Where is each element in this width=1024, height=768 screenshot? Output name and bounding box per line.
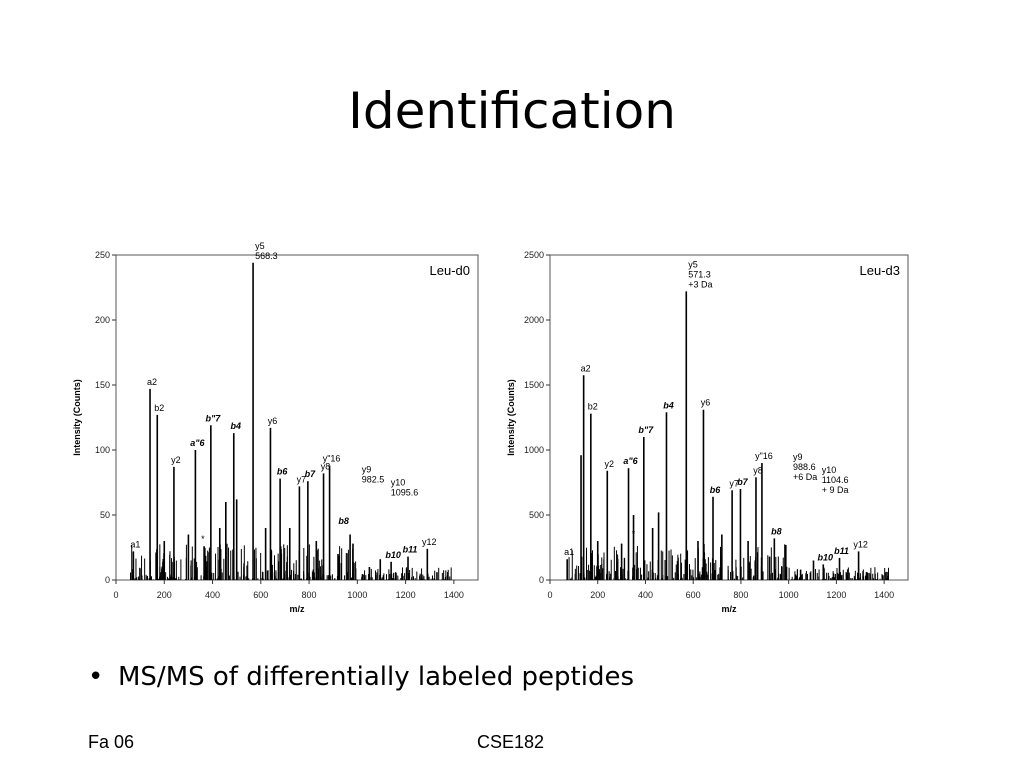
peak-label: b8: [771, 526, 782, 536]
peak-label: b"7: [205, 413, 221, 423]
peak-label: y6: [701, 398, 711, 408]
spectrum-chart-leu-d3: 0 500 1000 1500 2000 2500 0 200 400 600 800 1000 120…: [500, 245, 920, 620]
x-axis-label: m/z: [721, 604, 737, 614]
peak-label: *: [632, 529, 636, 539]
x-tick-label: 200: [590, 590, 605, 600]
peak-label: a1: [564, 547, 574, 557]
y-tick-label: 1500: [524, 380, 544, 390]
peak-label: + 9 Da: [822, 485, 849, 495]
x-tick-label: 1000: [347, 590, 367, 600]
x-tick-label: 1400: [874, 590, 894, 600]
y-tick-label: 500: [529, 510, 544, 520]
footer-left: Fa 06: [88, 732, 135, 752]
slide-title: Identification: [348, 82, 676, 140]
peak-label: a2: [147, 377, 157, 387]
x-tick-label: 400: [205, 590, 220, 600]
x-tick-label: 600: [253, 590, 268, 600]
spectrum-chart-leu-d0: 0 50 100 150 200 250 0 200 400 600 800 1000 1200 1400…: [68, 241, 488, 620]
y-tick-label: 2000: [524, 315, 544, 325]
y-tick-label: 0: [539, 575, 544, 585]
y-tick-label: 50: [100, 510, 110, 520]
peak-label: y12: [853, 539, 868, 549]
peak-label: y2: [171, 455, 181, 465]
peak-label: b6: [710, 485, 721, 495]
x-tick-label: 0: [113, 590, 118, 600]
x-tick-label: 1000: [779, 590, 799, 600]
peak-label: y"16: [323, 454, 341, 464]
y-tick-label: 1000: [524, 445, 544, 455]
peak-label: 988.6: [793, 462, 816, 472]
plot-frame: [115, 254, 479, 581]
x-tick-label: 600: [686, 590, 701, 600]
plot-frame: [549, 254, 909, 581]
peak-label: y10: [822, 465, 837, 475]
peak-label: y8: [753, 465, 763, 475]
x-tick-label: 800: [302, 590, 317, 600]
peak-label: b2: [154, 403, 164, 413]
bullet-text: MS/MS of differentially labeled peptides: [118, 662, 635, 692]
footer-center: CSE182: [477, 732, 545, 752]
peak-label: 568.3: [255, 251, 278, 261]
peak-label: y2: [605, 459, 615, 469]
x-tick-label: 1400: [444, 590, 464, 600]
y-tick-label: 100: [95, 445, 110, 455]
chart-svg: 0 50 100 150 200 250 0 200 400 600 800 1000 1200 1400…: [72, 241, 479, 614]
peak-label: b6: [277, 467, 288, 477]
x-tick-label: 800: [733, 590, 748, 600]
peak-label: y12: [422, 537, 437, 547]
peak-label: y9: [793, 452, 803, 462]
peak-label: *: [201, 534, 205, 544]
peak-label: y6: [268, 416, 278, 426]
peak-label: 1095.6: [391, 487, 419, 497]
peak-label: y5: [688, 259, 698, 269]
peak-label: y7: [729, 478, 739, 488]
peak-label: b8: [338, 516, 349, 526]
peak-label: +6 Da: [793, 472, 817, 482]
chart-svg: 0 500 1000 1500 2000 2500 0 200 400 600 800 1000 120…: [506, 250, 909, 614]
y-axis-label: Intensity (Counts): [72, 379, 82, 456]
peak-label: 571.3: [688, 269, 711, 279]
x-tick-label: 0: [547, 590, 552, 600]
peak-label: y7: [297, 474, 307, 484]
x-axis-label: m/z: [289, 604, 305, 614]
peak-label: y5: [255, 241, 265, 251]
peak-label: b10: [385, 550, 401, 560]
x-tick-label: 400: [638, 590, 653, 600]
bullet-item: • MS/MS of differentially labeled peptide…: [88, 662, 634, 692]
y-axis-label: Intensity (Counts): [506, 379, 516, 456]
peak-label: a"6: [623, 456, 638, 466]
peak-label: b10: [818, 552, 834, 562]
bullet-dot-icon: •: [88, 662, 104, 692]
peak-label: 982.5: [362, 474, 385, 484]
peak-label: b2: [588, 402, 598, 412]
peak-label: y9: [362, 464, 372, 474]
peak-label: a"6: [190, 438, 205, 448]
peak-label: y8: [321, 461, 331, 471]
peak-label: b4: [663, 400, 674, 410]
y-tick-label: 150: [95, 380, 110, 390]
peak-label: b11: [403, 545, 418, 555]
x-tick-label: 1200: [396, 590, 416, 600]
peak-label: b7: [305, 469, 316, 479]
peak-label: b7: [737, 477, 748, 487]
panel-label: Leu-d3: [860, 263, 900, 278]
peak-label: y10: [391, 477, 406, 487]
peak-label: b11: [834, 546, 849, 556]
peak-label: b"7: [638, 425, 654, 435]
peak-label: 1104.6: [822, 475, 849, 485]
peak-label: a1: [130, 539, 140, 549]
y-tick-label: 2500: [524, 250, 544, 260]
y-tick-label: 200: [95, 315, 110, 325]
panel-label: Leu-d0: [430, 263, 470, 278]
y-tick-label: 250: [95, 250, 110, 260]
x-tick-label: 1200: [826, 590, 846, 600]
peak-label: a2: [581, 363, 591, 373]
y-tick-label: 0: [105, 575, 110, 585]
peak-label: b4: [231, 421, 242, 431]
peak-label: +3 Da: [688, 279, 712, 289]
x-tick-label: 200: [157, 590, 172, 600]
peak-label: y"16: [755, 451, 773, 461]
